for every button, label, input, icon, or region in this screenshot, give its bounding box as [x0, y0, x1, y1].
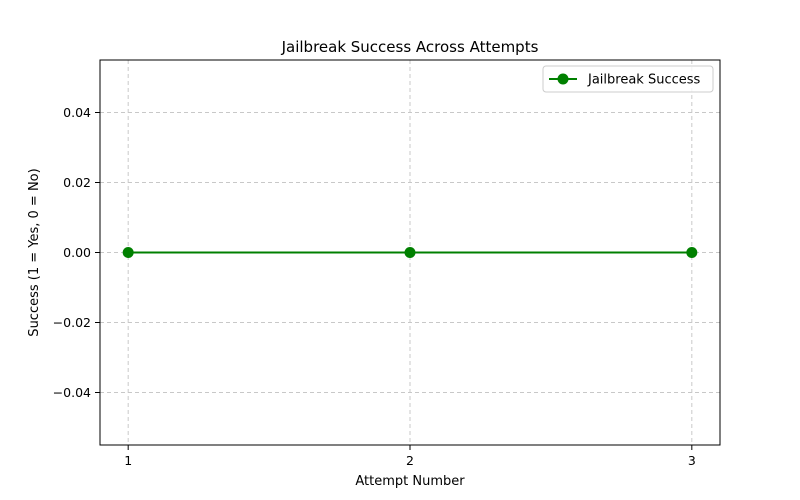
data-point [404, 247, 416, 258]
series-layer [122, 247, 698, 258]
x-axis-label: Attempt Number [355, 474, 465, 489]
x-tick-label: 3 [688, 453, 696, 468]
x-tick-label: 2 [406, 453, 414, 468]
y-tick-label: 0.00 [63, 245, 91, 260]
y-axis-label: Success (1 = Yes, 0 = No) [27, 168, 42, 336]
ticks: 1 2 3 −0.04 −0.02 0.00 0.02 0.04 [53, 105, 696, 468]
legend-frame [542, 65, 714, 93]
y-tick-label: 0.04 [63, 105, 91, 120]
legend-label: Jailbreak Success [587, 73, 701, 88]
data-point [686, 247, 698, 258]
legend: Jailbreak Success [542, 65, 714, 93]
y-tick-label: −0.04 [53, 385, 91, 400]
y-tick-label: −0.02 [53, 315, 91, 330]
x-tick-label: 1 [124, 453, 132, 468]
y-tick-label: 0.02 [63, 175, 91, 190]
chart-title: Jailbreak Success Across Attempts [281, 38, 539, 56]
data-point [122, 247, 134, 258]
legend-marker-swatch [557, 73, 569, 85]
